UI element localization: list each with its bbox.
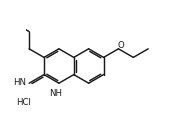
Text: HN: HN bbox=[14, 78, 27, 87]
Text: O: O bbox=[117, 41, 124, 50]
Text: HCl: HCl bbox=[16, 98, 31, 107]
Text: NH: NH bbox=[49, 89, 62, 98]
